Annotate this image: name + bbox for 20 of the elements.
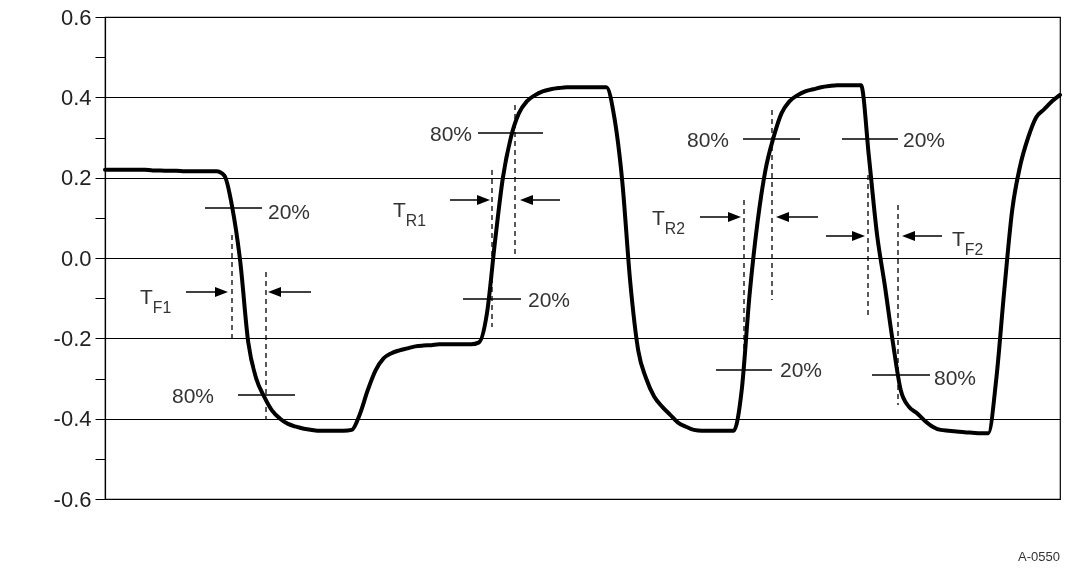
y-tick-label: -0.2: [53, 325, 92, 351]
annotation: T$_{F1}$: [140, 285, 172, 316]
annotation: T$_{F2}$: [952, 227, 984, 258]
annotation: 20%: [780, 358, 823, 381]
annotation: 20%: [903, 128, 946, 151]
y-tick-label: -0.4: [53, 406, 92, 432]
text: A-0550: [1018, 549, 1060, 564]
annotation: 80%: [430, 122, 473, 145]
annotation: T$_{R2}$: [652, 206, 685, 237]
annotation: 20%: [268, 200, 311, 223]
y-tick-label: 0.0: [60, 245, 92, 271]
y-tick-label: 0.2: [60, 165, 92, 191]
annotation: T$_{R1}$: [393, 198, 426, 229]
y-tick-label: 0.4: [60, 84, 92, 110]
annotation: 80%: [934, 366, 977, 389]
y-tick-label: 0.6: [60, 4, 92, 30]
annotation: 20%: [528, 288, 571, 311]
annotation: 80%: [172, 384, 215, 407]
y-tick-label: -0.6: [53, 486, 92, 512]
annotation: 80%: [687, 128, 730, 151]
